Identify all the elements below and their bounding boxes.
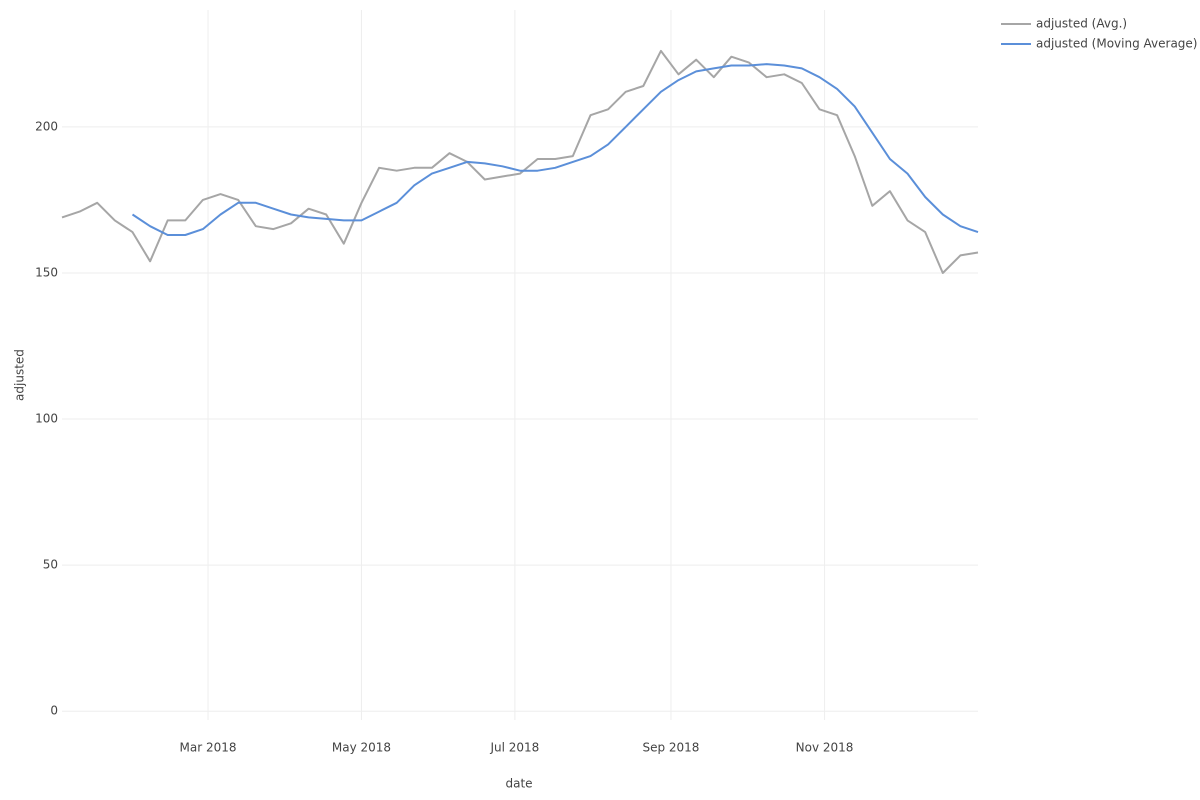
x-tick-label: Sep 2018 xyxy=(642,741,699,755)
legend-label: adjusted (Moving Average) xyxy=(1036,37,1198,51)
y-tick-label: 0 xyxy=(50,704,58,718)
x-tick-label: May 2018 xyxy=(332,741,391,755)
y-tick-label: 150 xyxy=(35,265,58,279)
series-line xyxy=(61,49,979,274)
y-tick-label: 100 xyxy=(35,412,58,426)
x-axis-title: date xyxy=(505,777,532,791)
y-axis-title: adjusted xyxy=(13,349,27,401)
series-line xyxy=(131,63,979,236)
x-tick-label: Nov 2018 xyxy=(796,741,854,755)
legend-label: adjusted (Avg.) xyxy=(1036,17,1127,31)
x-tick-label: Jul 2018 xyxy=(489,741,539,755)
y-tick-label: 50 xyxy=(43,558,58,572)
x-tick-label: Mar 2018 xyxy=(180,741,237,755)
y-tick-label: 200 xyxy=(35,119,58,133)
